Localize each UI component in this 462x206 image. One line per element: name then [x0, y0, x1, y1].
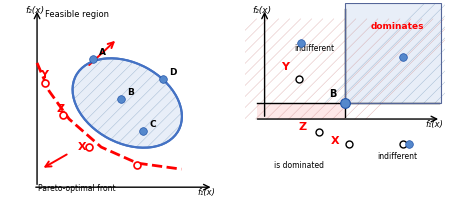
Text: Pareto-optimal front: Pareto-optimal front: [38, 184, 116, 193]
Text: indifferent: indifferent: [377, 152, 417, 161]
Text: f₁(x): f₁(x): [198, 188, 215, 197]
Text: is dominated: is dominated: [274, 161, 324, 170]
Text: f₁(x): f₁(x): [425, 120, 443, 129]
Text: Y: Y: [40, 70, 48, 80]
Text: X: X: [78, 142, 87, 152]
Ellipse shape: [73, 58, 182, 148]
Bar: [345, 3, 441, 103]
Text: X: X: [331, 136, 340, 146]
Text: A: A: [99, 48, 106, 57]
Text: D: D: [170, 68, 177, 77]
Text: f₂(x): f₂(x): [25, 6, 44, 15]
Bar: [345, 3, 441, 103]
Text: indifferent: indifferent: [295, 44, 335, 53]
Text: dominates: dominates: [370, 22, 424, 31]
Text: B: B: [329, 89, 336, 99]
Text: C: C: [149, 120, 156, 129]
Text: Feasible region: Feasible region: [45, 10, 109, 19]
Bar: [256, 103, 345, 119]
Text: B: B: [127, 88, 134, 97]
Text: f₂(x): f₂(x): [253, 6, 272, 15]
Text: Y: Y: [280, 62, 289, 72]
Text: Z: Z: [298, 122, 307, 132]
Text: Z: Z: [56, 104, 64, 114]
